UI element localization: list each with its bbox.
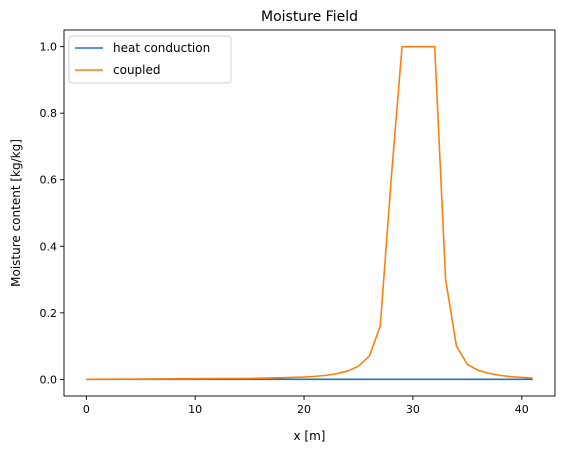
y-tick-label: 0.4 [40,240,58,253]
axes-frame [63,29,556,397]
legend-box [68,35,232,84]
y-tick-label: 0.6 [40,174,58,187]
x-tick-label: 40 [515,403,529,416]
legend: heat conduction coupled [68,35,232,84]
y-tick-label: 0.0 [40,373,58,386]
y-tick-label: 1.0 [40,41,58,54]
x-tick-label: 30 [406,403,420,416]
x-tick-label: 0 [83,403,90,416]
legend-label: coupled [113,63,161,77]
legend-label: heat conduction [113,41,210,55]
y-axis-label: Moisture content [kg/kg] [9,139,23,287]
x-tick-label: 10 [188,403,202,416]
plot-area [86,45,533,381]
x-axis-label: x [m] [294,429,326,443]
y-tick-label: 0.2 [40,307,58,320]
y-tick-label: 0.8 [40,107,58,120]
axis-ticks: 0 10 20 30 40 0.0 0.2 0.4 0.6 0.8 1.0 [40,41,529,416]
series-line-coupled [86,45,533,381]
x-tick-label: 20 [297,403,311,416]
chart-title: Moisture Field [261,9,358,25]
